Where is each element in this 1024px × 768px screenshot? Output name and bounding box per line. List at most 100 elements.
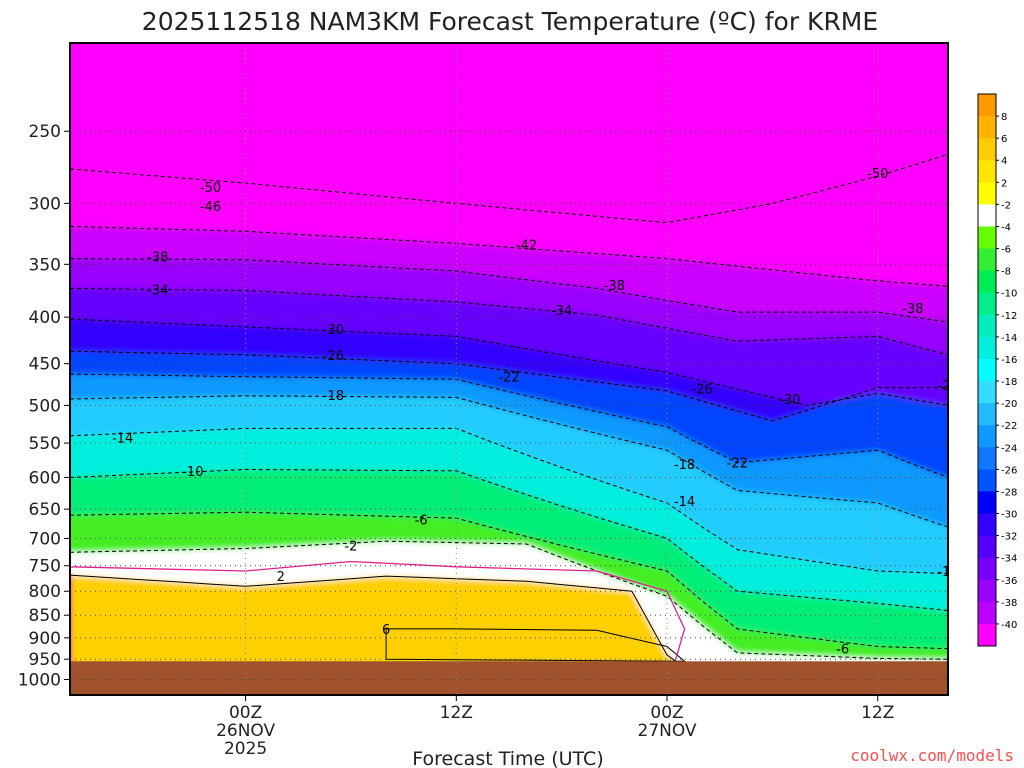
colorbar-label: 8 — [1001, 112, 1007, 123]
isotherm--6 — [70, 511, 948, 650]
contour-label: -22 — [498, 371, 519, 386]
contour-label: -50 — [200, 181, 221, 196]
colorbar-legend: 8 6 4 2 -2 -4 -6 -8 -10 -12 -14 -16 -18 -20 -22 -24 -26 -… — [977, 93, 1017, 647]
colorbar-swatch — [978, 314, 996, 338]
y-tick-label: 950 — [29, 650, 61, 670]
colorbar-swatch — [978, 226, 996, 250]
colorbar-label: -24 — [1001, 443, 1017, 454]
contour-label: -14 — [937, 565, 958, 580]
isotherm--18 — [70, 395, 948, 528]
chart-title: 2025112518 NAM3KM Forecast Temperature (… — [142, 7, 878, 36]
colorbar-label: -2 — [1001, 200, 1011, 211]
colorbar-label: -16 — [1001, 355, 1017, 366]
terrain-below-ground — [70, 661, 948, 695]
x-tick-label: 12Z — [440, 703, 473, 723]
colorbar-swatch — [978, 425, 996, 448]
isotherm--50 — [70, 153, 948, 224]
colorbar-swatch — [978, 513, 996, 537]
contour-label: -22 — [727, 457, 748, 472]
colorbar-swatch — [978, 381, 996, 404]
grid-lines — [70, 43, 948, 695]
colorbar-label: -30 — [1001, 510, 1017, 521]
contour-labels: -50-50-46-42-42-38-38-38-34-34-30-30-26-… — [112, 167, 958, 658]
contour-label: -38 — [147, 250, 168, 265]
colorbar-label: -12 — [1001, 311, 1017, 322]
colorbar-swatch — [978, 469, 996, 492]
contour-label: -14 — [674, 495, 695, 510]
contour-label: 2 — [277, 570, 285, 585]
colorbar-swatch — [978, 623, 996, 647]
y-tick-label: 700 — [29, 529, 61, 549]
x-tick-label: 26NOV — [216, 721, 275, 741]
y-tick-label: 600 — [29, 468, 61, 488]
colorbar-label: -22 — [1001, 421, 1017, 432]
contour-label: 6 — [382, 623, 390, 638]
y-tick-label: 800 — [29, 582, 61, 602]
contour-label: -34 — [147, 283, 168, 298]
isotherm--10 — [70, 468, 948, 611]
colorbar-label: 6 — [1001, 134, 1007, 145]
x-tick-label: 12Z — [861, 703, 894, 723]
colorbar-label: -36 — [1001, 576, 1017, 587]
contour-label: -26 — [323, 349, 344, 364]
colorbar-swatch — [978, 557, 996, 581]
isotherm--14 — [70, 427, 948, 575]
x-tick-label: 00Z — [229, 703, 262, 723]
isotherm--22 — [70, 373, 948, 478]
colorbar-swatch — [978, 579, 996, 603]
colorbar-label: -6 — [1001, 245, 1011, 256]
x-tick-label: 2025 — [224, 739, 267, 759]
y-tick-label: 750 — [29, 557, 61, 577]
y-tick-label: 500 — [29, 396, 61, 416]
colorbar-label: -8 — [1001, 267, 1011, 278]
y-tick-label: 450 — [29, 355, 61, 375]
colorbar-label: -40 — [1001, 620, 1017, 631]
colorbar-swatch — [978, 138, 996, 161]
colorbar-swatch — [978, 535, 996, 559]
colorbar-swatch — [978, 601, 996, 625]
plot-area: -50-50-46-42-42-38-38-38-34-34-30-30-26-… — [70, 43, 958, 695]
credit-link[interactable]: coolwx.com/models — [850, 746, 1014, 765]
isotherm--34 — [70, 287, 948, 356]
contour-label: -38 — [902, 302, 923, 317]
contour-label: -6 — [836, 643, 849, 658]
contour-label: -38 — [604, 279, 625, 294]
colorbar-label: -32 — [1001, 532, 1017, 543]
zero-degree-line — [70, 560, 686, 660]
y-axis: 250 300 350 400 450 500 550 600 650 700 750 800 850 9… — [18, 122, 70, 690]
contour-label: -42 — [516, 239, 537, 254]
contour-label: -30 — [779, 393, 800, 408]
plot-frame — [69, 42, 949, 696]
contour-label: -26 — [937, 379, 958, 394]
colorbar-label: -28 — [1001, 487, 1017, 498]
x-tick-label: 00Z — [650, 703, 683, 723]
contour-label: -30 — [323, 323, 344, 338]
colorbar-swatch — [978, 403, 996, 426]
colorbar-frame — [977, 93, 997, 647]
band-above--42 — [70, 43, 948, 287]
colorbar-label: -14 — [1001, 333, 1017, 344]
colorbar-swatch — [978, 160, 996, 183]
contour-label: -18 — [323, 389, 344, 404]
y-tick-label: 300 — [29, 194, 61, 214]
colorbar-swatch — [978, 358, 996, 382]
colorbar-swatch — [978, 491, 996, 515]
x-axis-label: Forecast Time (UTC) — [412, 748, 603, 768]
contour-label: -14 — [112, 431, 133, 446]
colorbar-label: -18 — [1001, 377, 1017, 388]
colorbar-swatch — [978, 447, 996, 470]
y-tick-label: 250 — [29, 122, 61, 142]
colorbar-swatch — [978, 182, 996, 205]
x-tick-label: 27NOV — [638, 721, 697, 741]
colorbar-label: 2 — [1001, 178, 1007, 189]
colorbar-swatch — [978, 270, 996, 294]
colorbar-swatch — [978, 248, 996, 272]
contour-label: -10 — [182, 465, 203, 480]
y-tick-label: 650 — [29, 500, 61, 520]
colorbar-label: -26 — [1001, 465, 1017, 476]
isotherm--38 — [70, 258, 948, 323]
y-tick-label: 550 — [29, 434, 61, 454]
colorbar-swatch — [978, 94, 996, 117]
